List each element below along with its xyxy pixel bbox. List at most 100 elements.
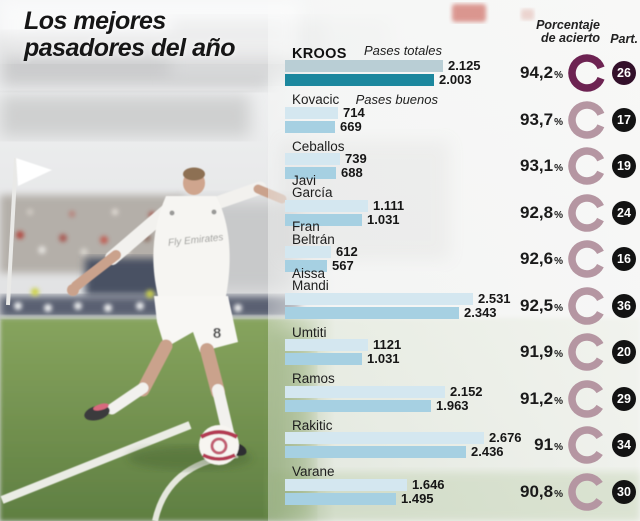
player-name: Umtiti [292, 324, 327, 340]
bar-pases-buenos [285, 353, 362, 366]
value-pases-totales: 1.646 [412, 476, 445, 492]
accuracy-ring [568, 193, 606, 232]
photo-touchline [0, 315, 300, 319]
player-name-line: Ramos [292, 371, 335, 387]
value-pases-totales: 1.111 [373, 197, 405, 213]
player-name-line: Rakitic [292, 417, 333, 433]
value-pases-buenos: 688 [341, 165, 363, 181]
accuracy-ring [568, 380, 606, 418]
accuracy-number: 92,8 [520, 202, 554, 222]
accuracy-donut [568, 473, 606, 511]
player-name: Aissa Mandi [292, 267, 329, 293]
bar-pases-buenos [285, 120, 335, 133]
participation-badge: 26 [612, 61, 636, 85]
player-row: Ramos 2.152 1.963 91,2% 29 [285, 371, 638, 422]
bar-pases-totales [285, 106, 338, 119]
value-pases-buenos: 567 [332, 258, 354, 274]
accuracy-number: 91,2 [520, 388, 554, 408]
percent-symbol: % [554, 256, 563, 268]
player-name-line: Javi [292, 172, 317, 188]
bar-pases-buenos [285, 167, 336, 180]
photo-corner-line [0, 421, 192, 504]
accuracy-number: 91,9 [520, 342, 554, 362]
bar-pases-buenos [285, 74, 434, 86]
accuracy-number: 90,8 [520, 481, 554, 501]
shorts-number: 8 [213, 325, 221, 342]
player-row: Kovacic 714 669 93,7% 17 [285, 92, 638, 143]
value-pases-buenos: 1.963 [436, 397, 469, 413]
bar-pases-totales [285, 60, 443, 72]
player-name: Javi García [292, 172, 333, 201]
value-pases-buenos: 2.343 [464, 304, 497, 320]
value-pases-buenos: 1.031 [367, 211, 400, 227]
accuracy-header: Porcentaje de acierto [498, 19, 600, 45]
value-pases-totales: 2.125 [448, 58, 481, 73]
title-haze [0, 0, 300, 58]
bar-pases-totales [285, 385, 445, 398]
accuracy-number: 93,1 [520, 156, 554, 176]
accuracy-ring [568, 333, 606, 372]
player-name: Rakitic [292, 417, 333, 433]
participation-badge: 34 [612, 433, 636, 458]
accuracy-donut [568, 100, 606, 139]
legend-pases-buenos: Pases buenos [355, 92, 438, 107]
scoreboard-red-blob-2 [521, 9, 534, 20]
scoreboard-red-blob [452, 4, 486, 22]
photo-player: Fly Emirates 8 [67, 167, 287, 470]
bar-pases-totales [285, 339, 368, 352]
accuracy-header-line1: Porcentaje [536, 18, 600, 32]
accuracy-ring [568, 147, 606, 185]
bar-pases-buenos [285, 306, 459, 319]
corner-flag-pole [6, 157, 18, 306]
player-name: Ceballos [292, 140, 345, 154]
bar-pases-buenos [285, 213, 362, 226]
accuracy-number: 92,5 [520, 295, 554, 315]
participation-badge: 30 [612, 479, 636, 504]
bar-pases-buenos [285, 260, 327, 273]
percent-symbol: % [554, 442, 563, 454]
accuracy-donut [568, 287, 606, 325]
bar-pases-totales [285, 153, 340, 166]
bar-pases-totales [285, 432, 484, 445]
player-name: Kovacic [292, 92, 340, 108]
accuracy-value: 92,8% [520, 202, 563, 225]
page-title-line2: pasadores del año [24, 34, 236, 62]
player-name-line: KROOS [292, 45, 347, 62]
participation-badge: 24 [612, 200, 636, 225]
accuracy-value: 90,8% [520, 481, 563, 504]
percent-symbol: % [554, 395, 563, 407]
value-pases-totales: 739 [345, 151, 367, 167]
player-row: Ceballos 739 688 93,1% 19 [285, 140, 638, 189]
bar-pases-totales [285, 292, 473, 305]
percent-symbol: % [554, 488, 563, 500]
participation-badge: 20 [612, 340, 636, 365]
value-pases-totales: 1121 [373, 337, 402, 353]
player-name-line: Umtiti [292, 324, 327, 340]
player-row: Fran Beltrán 612 567 92,6% 16 [285, 220, 638, 282]
participation-badge: 29 [612, 386, 636, 411]
player-row: Rakitic 2.676 2.436 91% 34 [285, 417, 638, 468]
accuracy-donut [568, 147, 606, 185]
bar-pases-totales [285, 246, 331, 259]
player-name: Fran Beltrán [292, 220, 335, 246]
player-row: KROOS 2.125 2.003 94,2% 26 [285, 45, 638, 96]
player-name: KROOS [292, 45, 347, 62]
value-pases-totales: 2.676 [489, 430, 522, 446]
value-pases-buenos: 2.436 [471, 444, 504, 460]
accuracy-value: 92,5% [520, 295, 563, 318]
legend-pases-totales: Pases totales [363, 43, 442, 58]
percent-symbol: % [554, 302, 563, 314]
bar-pases-totales [285, 199, 368, 212]
player-name-line: Kovacic [292, 92, 340, 108]
accuracy-value: 91% [534, 436, 563, 457]
accuracy-value: 92,6% [520, 250, 563, 271]
value-pases-totales: 714 [343, 104, 365, 120]
participation-badge: 36 [612, 293, 636, 318]
accuracy-ring [568, 426, 606, 465]
player-name: Ramos [292, 371, 335, 387]
accuracy-ring [568, 287, 606, 325]
accuracy-value: 91,9% [520, 343, 563, 364]
player-row: Javi García 1.111 1.031 92,8% 24 [285, 174, 638, 236]
player-name-line: García [292, 185, 333, 201]
accuracy-number: 93,7 [520, 109, 554, 129]
